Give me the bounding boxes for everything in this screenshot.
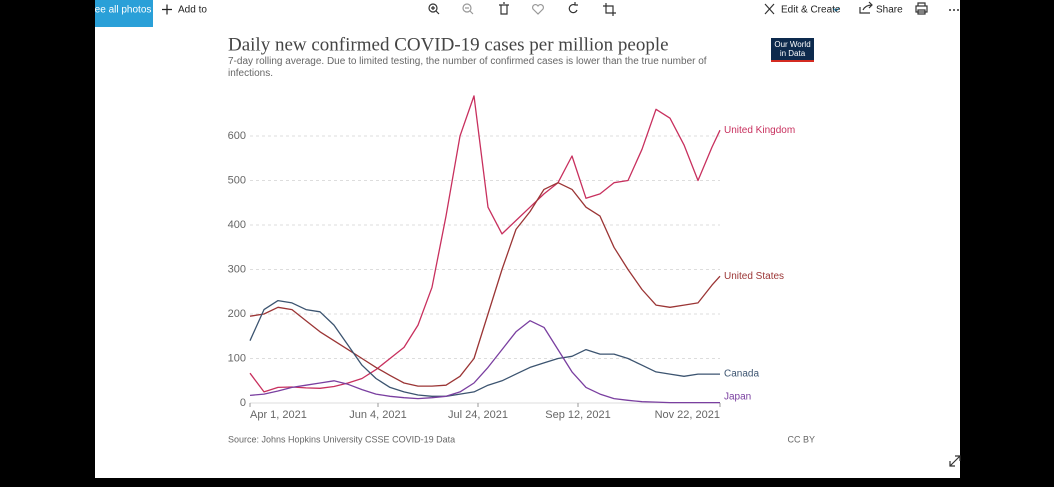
rotate-icon[interactable] [568,2,578,14]
legend-label: Canada [724,369,759,380]
delete-icon[interactable] [499,2,509,15]
chart-title: Daily new confirmed COVID-19 cases per m… [228,34,669,55]
y-tick-label: 0 [240,397,246,409]
license: CC BY [787,434,815,444]
plot: 0 100 200 300 400 500 600 Apr 1, 2021 Jun 4, 202… [228,95,795,421]
legend-label: Japan [724,392,751,403]
logo-text: in Data [780,49,806,58]
legend-label: United States [724,271,784,282]
button-label: Add to [178,5,207,16]
zoom-out-icon[interactable] [462,3,474,15]
y-tick-label: 600 [228,130,246,142]
series-line [249,299,720,397]
chart-subtitle: 7-day rolling average. Due to limited te… [228,56,707,79]
crop-icon[interactable] [603,3,616,16]
legend-label: United Kingdom [724,125,795,136]
photo-panel [95,0,960,478]
share-button[interactable]: Share [876,5,903,16]
logo-bg [771,38,814,62]
x-tick-label: Apr 1, 2021 [250,409,307,421]
favorite-icon[interactable] [532,4,544,15]
y-tick-label: 100 [228,352,246,364]
subtitle-box: 7-day rolling average. Due to limited te… [228,56,707,79]
x-tick-label: Jul 24, 2021 [448,409,508,421]
see-all-button[interactable]: See all photos [88,0,153,27]
logo: Our World in Data [771,38,814,62]
add-to-button[interactable]: Add to [162,4,207,16]
logo-bar [771,60,814,62]
logo-text: Our World [774,40,810,49]
plus-icon [162,4,172,15]
edit-icon [764,3,775,15]
y-tick-label: 300 [228,263,246,275]
edit-create-button[interactable]: Edit & Create [781,5,841,16]
expand-icon[interactable] [949,455,961,467]
series-line [249,95,721,393]
y-tick-label: 500 [228,174,246,186]
x-tick-label: Nov 22, 2021 [655,409,720,421]
y-tick-label: 400 [228,219,246,231]
x-tick-label: Jun 4, 2021 [349,409,407,421]
print-icon[interactable] [915,2,928,15]
x-tick-label: Sep 12, 2021 [545,409,610,421]
series-line [249,320,720,404]
dropdown-icon[interactable] [832,7,840,12]
button-bg [95,0,153,27]
button-label: See all photos [88,5,151,16]
share-icon [859,1,873,14]
source: Source: Johns Hopkins University CSSE CO… [228,434,455,444]
y-tick-label: 200 [228,308,246,320]
zoom-in-icon[interactable] [428,3,440,15]
more-button[interactable] [949,9,959,11]
series-line [249,182,721,387]
